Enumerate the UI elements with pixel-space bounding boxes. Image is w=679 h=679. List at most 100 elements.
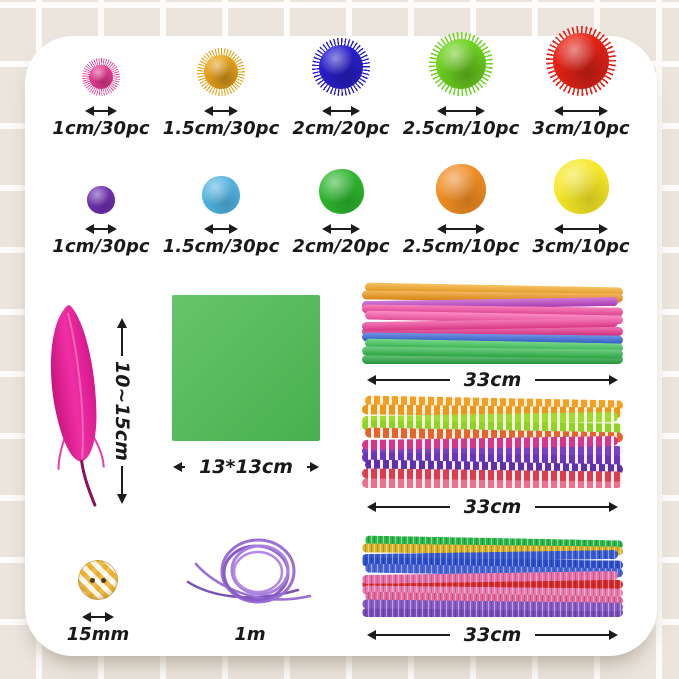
arrow-shaft <box>94 110 108 112</box>
pompom-zone <box>318 158 364 214</box>
arrowhead-right-icon <box>599 224 608 234</box>
size-arrow-icon <box>85 106 117 116</box>
glitter-pompom-blue <box>312 38 370 96</box>
cord-size-label: 1m <box>234 624 266 645</box>
size-label: 1.5cm/30pc <box>162 236 280 257</box>
arrow-shaft <box>446 228 476 230</box>
size-label: 2cm/20pc <box>292 118 390 139</box>
arrowhead-left-icon <box>173 462 182 472</box>
arrow-shaft <box>331 228 351 230</box>
bundle-size-arrow: 33cm <box>367 624 619 646</box>
size-arrow-icon <box>437 224 485 234</box>
feather-image <box>29 298 132 517</box>
arrow-shaft <box>121 328 123 357</box>
plain-pompom-item-4: 2.5cm/10pc <box>401 158 521 257</box>
size-arrow-icon <box>85 224 117 234</box>
pipe-cleaner-strip <box>362 608 623 617</box>
bundle-size-label: 33cm <box>463 369 522 391</box>
arrowhead-left-icon <box>85 224 94 234</box>
arrow-shaft <box>91 616 105 618</box>
arrowhead-right-icon <box>609 630 619 640</box>
pompom-zone <box>197 40 245 96</box>
pompom-zone <box>202 158 240 214</box>
pompom-zone <box>87 158 115 214</box>
glitter-pompom-item-4: 2.5cm/10pc <box>401 32 521 139</box>
arrowhead-right-icon <box>108 106 117 116</box>
pipe-cleaner-bundle-tinsel: 33cm <box>360 535 625 646</box>
arrowhead-left-icon <box>204 224 213 234</box>
size-label: 1.5cm/30pc <box>162 118 280 139</box>
glitter-pompom-row: 1cm/30pc 1.5cm/30pc 2cm/20pc 2.5cm/10pc <box>41 26 641 139</box>
arrowhead-left-icon <box>322 106 331 116</box>
glitter-pompom-item-3: 2cm/20pc <box>281 38 401 139</box>
arrowhead-right-icon <box>599 106 608 116</box>
bundle-size-arrow: 33cm <box>367 496 619 518</box>
arrowhead-right-icon <box>108 224 117 234</box>
arrowhead-left-icon <box>367 502 376 512</box>
size-label: 2cm/20pc <box>292 236 390 257</box>
pipe-cleaners <box>360 395 625 490</box>
size-arrow-icon <box>554 106 608 116</box>
arrowhead-right-icon <box>476 224 485 234</box>
size-arrow-icon <box>322 106 360 116</box>
size-label: 3cm/10pc <box>532 118 630 139</box>
arrow-shaft <box>376 634 450 636</box>
arrowhead-right-icon <box>351 224 360 234</box>
arrowhead-left-icon <box>437 106 446 116</box>
size-arrow-icon <box>437 106 485 116</box>
glitter-pompom-gold <box>197 48 245 96</box>
arrowhead-left-icon <box>554 224 563 234</box>
arrow-shaft <box>306 466 311 468</box>
button-size-arrow <box>82 612 114 622</box>
pipe-cleaner-bundle-smooth: 33cm <box>360 282 625 391</box>
arrow-shaft <box>182 466 186 468</box>
arrowhead-right-icon <box>609 502 619 512</box>
pipe-cleaner-strip <box>362 446 623 456</box>
paper-size-arrow: 13*13cm <box>173 456 320 478</box>
arrowhead-left-icon <box>82 612 91 622</box>
plain-pompom-item-3: 2cm/20pc <box>281 158 401 257</box>
glitter-pompom-red <box>546 26 616 96</box>
arrow-shaft <box>121 465 123 494</box>
glitter-pompom-item-5: 3cm/10pc <box>521 26 641 139</box>
size-arrow-icon <box>554 224 608 234</box>
arrowhead-right-icon <box>310 462 320 472</box>
arrow-shaft <box>376 379 450 381</box>
glitter-pompom-item-2: 1.5cm/30pc <box>161 40 281 139</box>
bundle-size-label: 33cm <box>463 624 522 646</box>
pipe-cleaner-strip <box>362 478 623 488</box>
arrowhead-left-icon <box>204 106 213 116</box>
arrow-shaft <box>331 110 351 112</box>
arrowhead-left-icon <box>85 106 94 116</box>
size-label: 1cm/30pc <box>52 118 150 139</box>
arrow-shaft <box>213 228 229 230</box>
plain-pompom-row: 1cm/30pc 1.5cm/30pc 2cm/20pc 2.5cm/10pc <box>41 158 641 257</box>
plain-pompom-item-5: 3cm/10pc <box>521 158 641 257</box>
size-label: 2.5cm/10pc <box>402 236 520 257</box>
cord-block: 1m <box>177 534 323 645</box>
pipe-cleaners <box>360 282 625 364</box>
glitter-pompom-pink <box>82 58 120 96</box>
size-arrow-icon <box>322 224 360 234</box>
arrow-shaft <box>535 506 610 508</box>
arrowhead-left-icon <box>322 224 331 234</box>
pipe-cleaner-strip <box>362 327 623 336</box>
button-size-label: 15mm <box>66 624 130 645</box>
button-block: 15mm <box>67 560 129 645</box>
size-label: 3cm/10pc <box>532 236 630 257</box>
arrowhead-down-icon <box>117 494 127 504</box>
arrowhead-right-icon <box>351 106 360 116</box>
plain-pompom-yellow <box>553 159 609 214</box>
gingham-button-image <box>78 560 118 600</box>
size-label: 1cm/30pc <box>52 236 150 257</box>
arrowhead-left-icon <box>554 106 563 116</box>
arrowhead-right-icon <box>229 106 238 116</box>
feather-icon <box>50 305 105 507</box>
plain-pompom-orange <box>436 164 486 214</box>
feather-size-arrow: 10~15cm <box>111 318 133 504</box>
paper-size-label: 13*13cm <box>199 456 293 478</box>
size-arrow-icon <box>204 106 238 116</box>
plain-pompom-item-2: 1.5cm/30pc <box>161 158 281 257</box>
plain-pompom-green <box>318 169 364 214</box>
